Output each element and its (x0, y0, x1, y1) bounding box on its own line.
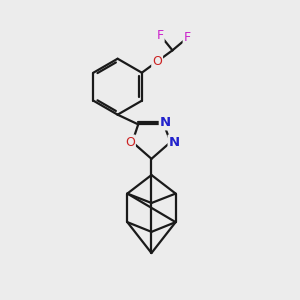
Text: N: N (169, 136, 180, 148)
Text: F: F (157, 28, 164, 41)
Text: O: O (152, 55, 162, 68)
Text: F: F (184, 32, 191, 44)
Text: N: N (160, 116, 171, 129)
Text: O: O (125, 136, 135, 148)
